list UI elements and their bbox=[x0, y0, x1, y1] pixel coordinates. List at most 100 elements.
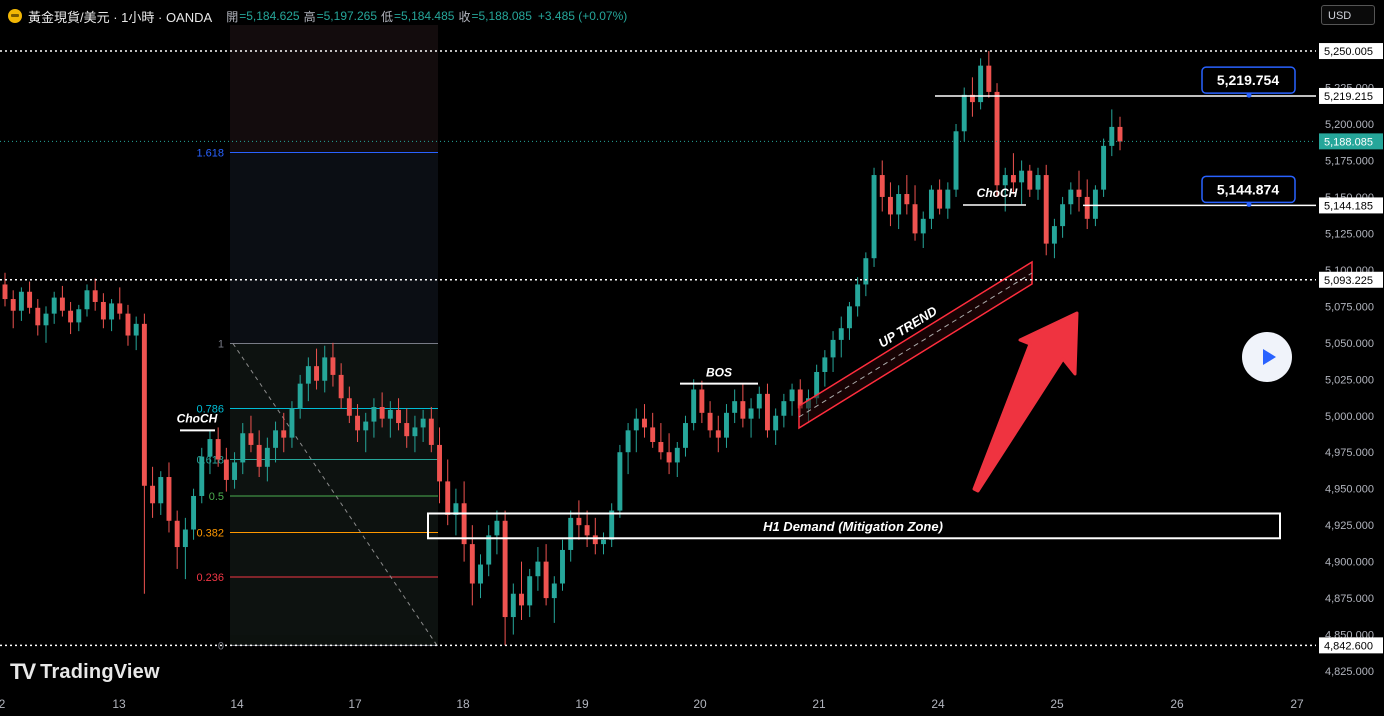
gold-icon bbox=[8, 9, 22, 23]
date-tick: 13 bbox=[112, 697, 126, 711]
candle-body bbox=[420, 418, 426, 428]
fib-label-0.5: 0.5 bbox=[209, 491, 224, 503]
play-button[interactable] bbox=[1242, 332, 1292, 382]
candle-body bbox=[822, 357, 828, 372]
candle-body bbox=[379, 406, 385, 419]
candle-body bbox=[715, 430, 721, 438]
candle-body bbox=[773, 415, 779, 431]
candle-body bbox=[453, 503, 459, 515]
candle-body bbox=[1035, 175, 1041, 190]
candle-body bbox=[84, 290, 90, 310]
low-value: =5,184.485 bbox=[394, 9, 455, 23]
candle-body bbox=[191, 495, 197, 530]
price-tick: 5,200.000 bbox=[1325, 119, 1374, 131]
price-axis-label-bg bbox=[1319, 637, 1383, 654]
candle-body bbox=[699, 389, 705, 413]
candle-body bbox=[264, 447, 270, 467]
price-axis-label: 5,188.085 bbox=[1324, 136, 1373, 148]
candle-body bbox=[527, 576, 533, 606]
date-tick: 19 bbox=[575, 697, 589, 711]
candle-body bbox=[494, 520, 500, 536]
candle-body bbox=[896, 194, 902, 215]
candle-body bbox=[650, 427, 656, 443]
candle-body bbox=[1060, 204, 1066, 227]
candle-body bbox=[789, 389, 795, 402]
candle-body bbox=[305, 366, 311, 384]
candle-body bbox=[846, 306, 852, 329]
candle-body bbox=[724, 412, 729, 438]
candle-body bbox=[314, 366, 320, 381]
candle-body bbox=[412, 427, 418, 437]
price-axis-label-bg bbox=[1319, 87, 1383, 104]
price-tick: 5,025.000 bbox=[1325, 374, 1374, 386]
price-tick: 5,125.000 bbox=[1325, 228, 1374, 240]
candle-body bbox=[609, 510, 615, 540]
candle-body bbox=[428, 418, 434, 445]
candle-body bbox=[732, 401, 738, 413]
candle-body bbox=[355, 415, 360, 431]
fib-panel-upper bbox=[230, 25, 438, 153]
candle-body bbox=[969, 94, 975, 103]
candle-body bbox=[781, 401, 787, 416]
candle-body bbox=[2, 284, 8, 300]
symbol-header: 黃金現貨/美元 · 1小時 · OANDA 開 =5,184.625 高 =5,19… bbox=[8, 5, 627, 27]
candle-body bbox=[281, 430, 287, 438]
candle-body bbox=[207, 439, 213, 457]
candle-body bbox=[51, 297, 57, 314]
candle-body bbox=[133, 323, 139, 336]
brand-name: TradingView bbox=[40, 660, 160, 683]
candle-body bbox=[1043, 175, 1049, 244]
demand-zone-box bbox=[427, 512, 1281, 540]
candle-body bbox=[1117, 126, 1123, 142]
candle-body bbox=[27, 291, 33, 308]
candle-body bbox=[855, 284, 861, 307]
candle-body bbox=[1092, 189, 1098, 219]
currency-button[interactable]: USD bbox=[1321, 5, 1375, 25]
candle-body bbox=[1084, 196, 1090, 219]
candle-body bbox=[543, 561, 549, 599]
candles bbox=[2, 51, 1123, 646]
candle-body bbox=[10, 299, 16, 311]
candle-body bbox=[158, 477, 164, 504]
date-tick: 24 bbox=[931, 697, 945, 711]
candle-body bbox=[535, 561, 541, 577]
fib-label-0.236: 0.236 bbox=[196, 572, 224, 584]
callout-anchor-dot bbox=[1246, 92, 1252, 98]
candle-body bbox=[59, 297, 65, 311]
candle-body bbox=[707, 412, 713, 431]
candle-body bbox=[560, 549, 565, 584]
candle-body bbox=[1019, 170, 1025, 183]
price-axis-label-bg bbox=[1319, 43, 1383, 60]
candle-body bbox=[871, 175, 877, 259]
candle-body bbox=[387, 409, 393, 419]
symbol-title[interactable]: 黃金現貨/美元 · 1小時 · OANDA bbox=[28, 9, 213, 25]
candle-body bbox=[953, 131, 959, 190]
price-axis-label: 5,144.185 bbox=[1324, 200, 1373, 212]
price-axis-label-bg bbox=[1319, 197, 1383, 214]
change-value: +3.485 (+0.07%) bbox=[537, 9, 628, 23]
price-tick: 4,875.000 bbox=[1325, 593, 1374, 605]
fib-label-0: 0 bbox=[218, 640, 224, 652]
date-tick: 26 bbox=[1170, 697, 1184, 711]
candle-body bbox=[814, 371, 820, 399]
candle-body bbox=[404, 423, 410, 437]
candle-body bbox=[461, 503, 467, 545]
candle-body bbox=[117, 303, 123, 314]
candle-body bbox=[756, 393, 762, 409]
candle-body bbox=[445, 481, 451, 515]
price-axis-label-bg bbox=[1319, 133, 1383, 150]
candle-body bbox=[937, 189, 943, 209]
candle-body bbox=[502, 520, 508, 618]
fib-label-1.618: 1.618 bbox=[196, 147, 224, 159]
bos-label: BOS bbox=[706, 366, 732, 380]
open-label: 開 bbox=[226, 9, 239, 24]
candle-body bbox=[223, 459, 229, 480]
candle-body bbox=[584, 525, 590, 536]
candle-body bbox=[182, 529, 188, 548]
fib-label-0.786: 0.786 bbox=[196, 403, 224, 415]
candle-body bbox=[551, 583, 557, 599]
candle-body bbox=[174, 520, 180, 548]
candle-body bbox=[691, 389, 697, 424]
